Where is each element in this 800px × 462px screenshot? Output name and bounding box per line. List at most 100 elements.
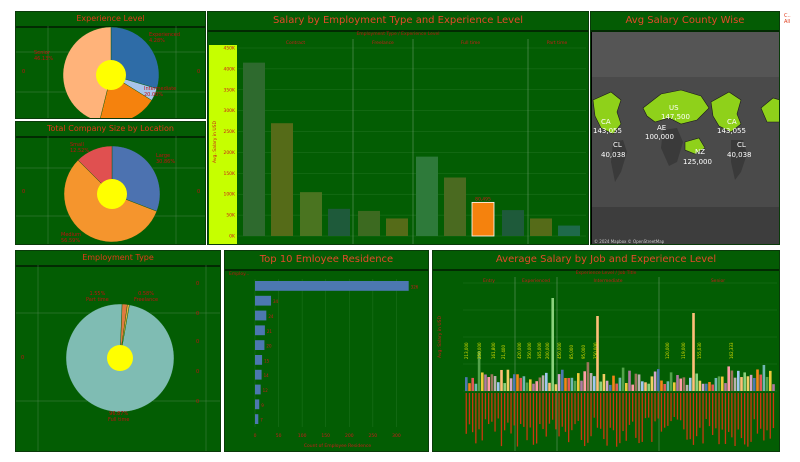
job-bar[interactable]: [711, 384, 714, 391]
job-bar[interactable]: [503, 383, 506, 391]
job-bar[interactable]: [650, 376, 654, 391]
job-bar[interactable]: [708, 382, 711, 391]
job-bar[interactable]: [570, 377, 574, 391]
residence-bar[interactable]: [255, 340, 265, 350]
salary-bar[interactable]: [416, 156, 438, 236]
residence-bar[interactable]: [255, 369, 262, 380]
job-bar[interactable]: [516, 374, 519, 391]
job-bar[interactable]: [733, 377, 737, 391]
job-bar[interactable]: [714, 377, 718, 391]
residence-bar[interactable]: [255, 384, 261, 395]
residence-bar[interactable]: [255, 355, 263, 365]
job-bar[interactable]: [695, 373, 698, 391]
salary-bar[interactable]: [243, 62, 265, 236]
job-bar[interactable]: [647, 383, 650, 391]
job-bar[interactable]: [717, 376, 721, 391]
job-bar[interactable]: [727, 366, 730, 391]
job-bar[interactable]: [730, 370, 734, 391]
job-bar[interactable]: [644, 382, 647, 391]
job-bar[interactable]: [673, 382, 676, 391]
job-bar[interactable]: [663, 383, 666, 391]
job-bar[interactable]: [724, 383, 727, 391]
job-bar[interactable]: [746, 376, 750, 391]
salary-bar[interactable]: [502, 210, 524, 236]
pie-slice-freelance[interactable]: [119, 304, 130, 359]
job-bar[interactable]: [583, 371, 586, 391]
job-bar[interactable]: [541, 375, 545, 391]
job-bar[interactable]: [625, 382, 628, 391]
job-bar[interactable]: [577, 373, 580, 391]
job-bar[interactable]: [641, 381, 644, 391]
job-bar[interactable]: [685, 384, 689, 391]
salary-bar[interactable]: [358, 210, 380, 236]
job-bar[interactable]: [621, 367, 625, 391]
job-bar[interactable]: [481, 372, 484, 391]
job-bar[interactable]: [561, 369, 564, 391]
pie-slice-senior[interactable]: [62, 26, 112, 119]
job-bar[interactable]: [573, 380, 577, 391]
job-bar[interactable]: [769, 370, 772, 391]
job-bar[interactable]: [593, 376, 596, 391]
salary-bar[interactable]: [471, 201, 495, 237]
job-bar[interactable]: [522, 376, 526, 391]
salary-bar[interactable]: [386, 218, 408, 236]
job-bar[interactable]: [669, 372, 673, 391]
job-bar[interactable]: [653, 371, 657, 391]
residence-bar[interactable]: [255, 399, 260, 410]
job-bar[interactable]: [513, 374, 516, 391]
job-bar[interactable]: [749, 374, 753, 391]
job-bar[interactable]: [497, 382, 500, 391]
job-bar[interactable]: [705, 383, 708, 391]
job-bar[interactable]: [554, 384, 558, 391]
job-bar[interactable]: [506, 369, 510, 391]
job-bar[interactable]: [557, 374, 561, 391]
job-bar[interactable]: [529, 379, 532, 391]
salary-bar[interactable]: [328, 208, 350, 236]
job-bar[interactable]: [701, 383, 705, 391]
job-bar[interactable]: [477, 351, 481, 391]
job-bar[interactable]: [666, 381, 670, 391]
job-bar[interactable]: [599, 381, 602, 391]
salary-bar[interactable]: [300, 192, 322, 236]
job-bar[interactable]: [525, 382, 529, 391]
job-bar[interactable]: [759, 374, 762, 391]
job-bar[interactable]: [765, 376, 769, 391]
job-bar[interactable]: [532, 383, 535, 391]
job-bar[interactable]: [698, 380, 702, 391]
job-bar[interactable]: [487, 377, 490, 391]
residence-bar[interactable]: [255, 281, 409, 291]
job-bar[interactable]: [660, 380, 663, 391]
job-bar[interactable]: [564, 377, 567, 391]
job-bar[interactable]: [551, 298, 554, 391]
salary-bar[interactable]: [558, 225, 580, 236]
job-bar[interactable]: [509, 378, 513, 391]
salary-bar[interactable]: [444, 177, 466, 236]
job-bar[interactable]: [589, 373, 593, 391]
salary-bar[interactable]: [271, 123, 293, 236]
job-bar[interactable]: [602, 374, 606, 391]
job-bar[interactable]: [519, 377, 522, 391]
job-bar[interactable]: [721, 376, 724, 391]
job-bar[interactable]: [756, 369, 759, 391]
job-bar[interactable]: [500, 369, 503, 391]
job-bar[interactable]: [689, 377, 692, 391]
job-bar[interactable]: [737, 370, 740, 391]
job-bar[interactable]: [628, 370, 631, 391]
job-bar[interactable]: [772, 384, 775, 391]
job-bar[interactable]: [743, 372, 746, 391]
job-bar[interactable]: [631, 384, 634, 391]
job-bar[interactable]: [493, 376, 497, 391]
job-bar[interactable]: [753, 377, 756, 391]
job-bar[interactable]: [634, 373, 638, 391]
job-bar[interactable]: [468, 383, 471, 391]
residence-bar[interactable]: [255, 325, 265, 336]
job-bar[interactable]: [538, 377, 542, 391]
job-bar[interactable]: [682, 377, 686, 391]
job-bar[interactable]: [679, 378, 682, 391]
job-bar[interactable]: [548, 382, 551, 391]
job-bar[interactable]: [762, 364, 766, 391]
job-bar[interactable]: [490, 374, 494, 391]
job-bar[interactable]: [740, 377, 743, 391]
job-bar[interactable]: [586, 362, 590, 391]
residence-bar[interactable]: [255, 295, 272, 306]
